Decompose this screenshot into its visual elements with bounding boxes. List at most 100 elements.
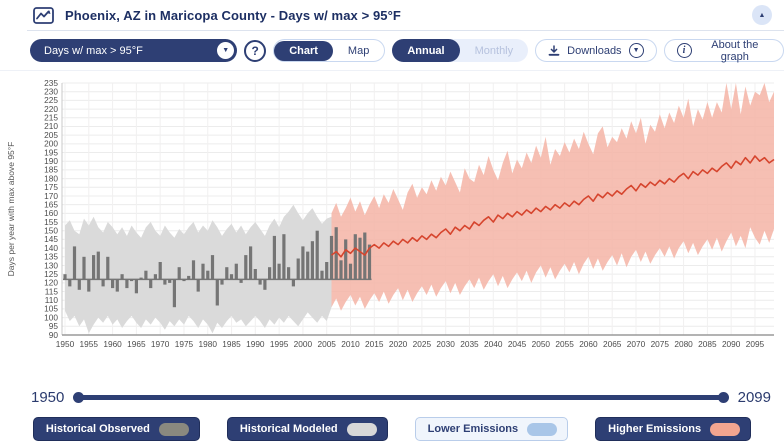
svg-text:2015: 2015: [365, 339, 384, 349]
svg-text:2055: 2055: [555, 339, 574, 349]
lower-emissions-swatch: [527, 422, 558, 436]
svg-text:90: 90: [49, 330, 59, 340]
svg-text:190: 190: [44, 156, 58, 166]
svg-text:2020: 2020: [389, 339, 408, 349]
svg-text:165: 165: [44, 199, 58, 209]
legend-label: Historical Modeled: [239, 423, 338, 435]
svg-text:215: 215: [44, 113, 58, 123]
variable-dropdown[interactable]: Days w/ max > 95°F ▼: [30, 39, 238, 62]
svg-text:2080: 2080: [674, 339, 693, 349]
tab-annual[interactable]: Annual: [392, 39, 460, 62]
legend-toggle-historical-observed[interactable]: Historical Observed: [32, 417, 200, 441]
svg-text:2075: 2075: [651, 339, 670, 349]
svg-text:200: 200: [44, 139, 58, 149]
legend-toggle-historical-modeled[interactable]: Historical Modeled: [226, 417, 388, 441]
chevron-up-icon: ▲: [758, 11, 766, 19]
svg-text:2050: 2050: [532, 339, 551, 349]
svg-text:1990: 1990: [246, 339, 265, 349]
svg-text:105: 105: [44, 304, 58, 314]
help-button[interactable]: ?: [244, 39, 267, 62]
svg-text:180: 180: [44, 173, 58, 183]
variable-dropdown-value: Days w/ max > 95°F: [44, 44, 143, 57]
slider-track-wrap: [73, 391, 729, 404]
svg-text:1965: 1965: [127, 339, 146, 349]
svg-text:2040: 2040: [484, 339, 503, 349]
info-icon: i: [676, 43, 692, 58]
svg-text:120: 120: [44, 278, 58, 288]
svg-text:1980: 1980: [199, 339, 218, 349]
higher-emissions-swatch: [710, 422, 741, 436]
legend-label: Lower Emissions: [427, 423, 519, 435]
svg-text:2005: 2005: [317, 339, 336, 349]
header: Phoenix, AZ in Maricopa County - Days w/…: [27, 0, 784, 31]
downloads-label: Downloads: [567, 44, 622, 57]
svg-text:2070: 2070: [627, 339, 646, 349]
line-chart-icon: [33, 6, 54, 24]
slider-handle-start[interactable]: [73, 391, 85, 403]
svg-text:205: 205: [44, 130, 58, 140]
svg-text:2095: 2095: [746, 339, 765, 349]
annual-monthly-toggle: Annual Monthly: [392, 39, 529, 62]
about-graph-label: About the graph: [711, 38, 759, 63]
slider-end-label: 2099: [737, 388, 771, 406]
svg-text:125: 125: [44, 269, 58, 279]
svg-text:1975: 1975: [175, 339, 194, 349]
chart-map-toggle: Chart Map: [273, 39, 386, 62]
svg-text:110: 110: [45, 295, 59, 305]
svg-text:225: 225: [44, 95, 58, 105]
svg-text:170: 170: [44, 191, 58, 201]
svg-text:155: 155: [44, 217, 58, 227]
svg-text:1970: 1970: [151, 339, 170, 349]
chart-section: 90 95 100 105 110 115 120 125 130 135 140 145 150 155…: [0, 75, 784, 356]
svg-text:235: 235: [44, 78, 58, 88]
svg-text:185: 185: [44, 165, 58, 175]
svg-text:2085: 2085: [698, 339, 717, 349]
svg-text:2090: 2090: [722, 339, 741, 349]
svg-text:1955: 1955: [80, 339, 99, 349]
emissions-chart: 9095100105110115120125130135140145150155…: [6, 78, 775, 349]
svg-text:Days per year with max above 9: Days per year with max above 95°F: [6, 142, 16, 277]
svg-text:2060: 2060: [579, 339, 598, 349]
question-mark-icon: ?: [251, 43, 259, 58]
legend-label: Higher Emissions: [608, 423, 702, 435]
legend-toggle-lower-emissions[interactable]: Lower Emissions: [414, 417, 569, 441]
svg-text:1995: 1995: [270, 339, 289, 349]
svg-text:115: 115: [45, 286, 59, 296]
slider-track[interactable]: [76, 394, 726, 400]
svg-text:1985: 1985: [222, 339, 241, 349]
time-range-slider: 1950 2099: [0, 384, 784, 410]
downloads-button[interactable]: Downloads ▼: [535, 39, 657, 62]
svg-text:220: 220: [44, 104, 58, 114]
svg-text:2030: 2030: [436, 339, 455, 349]
historical-modeled-swatch: [346, 422, 377, 436]
svg-text:140: 140: [44, 243, 58, 253]
tab-monthly[interactable]: Monthly: [460, 39, 529, 62]
about-graph-button[interactable]: i About the graph: [663, 38, 784, 63]
svg-text:2065: 2065: [603, 339, 622, 349]
svg-text:2025: 2025: [413, 339, 432, 349]
svg-text:130: 130: [44, 260, 58, 270]
slider-start-label: 1950: [31, 388, 65, 406]
page-title: Phoenix, AZ in Maricopa County - Days w/…: [65, 7, 401, 23]
svg-text:145: 145: [44, 234, 58, 244]
legend: Historical Observed Historical Modeled L…: [0, 417, 784, 441]
svg-text:160: 160: [44, 208, 58, 218]
slider-handle-end[interactable]: [717, 391, 729, 403]
svg-text:1960: 1960: [103, 339, 122, 349]
collapse-panel-button[interactable]: ▲: [752, 5, 772, 25]
historical-observed-swatch: [158, 422, 189, 436]
chevron-down-icon: ▼: [217, 42, 235, 59]
svg-text:2045: 2045: [508, 339, 527, 349]
svg-text:95: 95: [49, 321, 59, 331]
tab-chart[interactable]: Chart: [274, 40, 333, 61]
download-icon: [548, 44, 560, 56]
svg-text:135: 135: [44, 252, 58, 262]
svg-text:210: 210: [44, 121, 58, 131]
tab-map[interactable]: Map: [333, 41, 384, 61]
svg-text:195: 195: [44, 147, 58, 157]
svg-text:2010: 2010: [341, 339, 360, 349]
legend-toggle-higher-emissions[interactable]: Higher Emissions: [595, 417, 752, 441]
svg-text:1950: 1950: [56, 339, 75, 349]
svg-text:2035: 2035: [460, 339, 479, 349]
toolbar: Days w/ max > 95°F ▼ ? Chart Map Annual …: [0, 31, 784, 71]
